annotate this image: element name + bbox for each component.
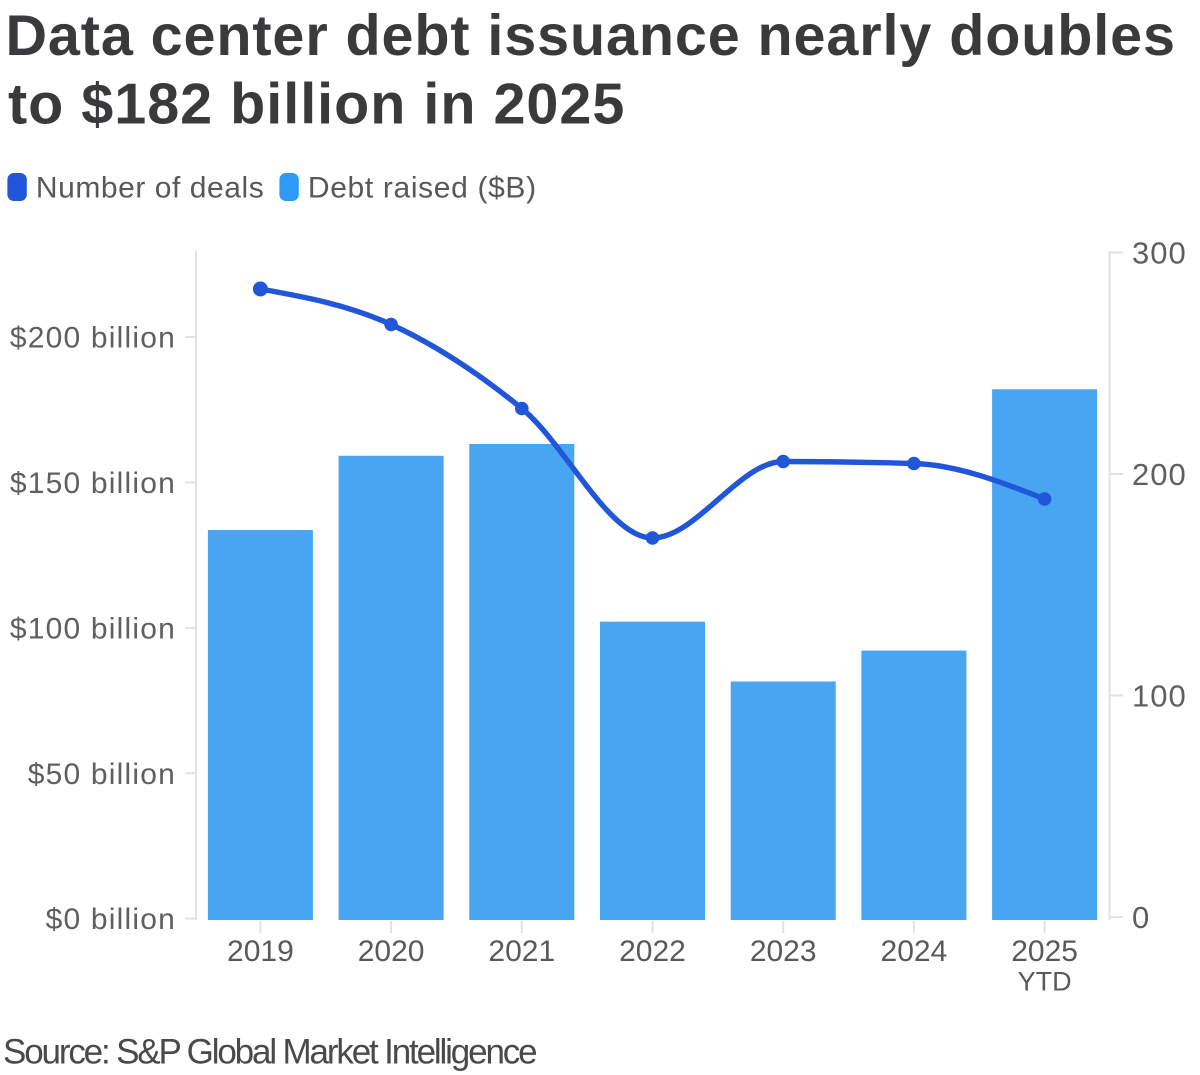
svg-text:$150 billion: $150 billion [10,467,176,500]
svg-text:300: 300 [1132,236,1187,271]
svg-text:$200 billion: $200 billion [10,322,176,355]
svg-text:2024: 2024 [881,935,948,968]
svg-text:$50 billion: $50 billion [28,758,176,791]
svg-text:$100 billion: $100 billion [10,612,176,645]
svg-text:$0 billion: $0 billion [46,903,176,936]
svg-text:2022: 2022 [619,935,686,968]
svg-text:2021: 2021 [488,935,555,968]
svg-text:2020: 2020 [358,935,425,968]
svg-text:Data center debt issuance near: Data center debt issuance nearly doubles [6,4,1176,68]
svg-text:Debt raised ($B): Debt raised ($B) [308,172,537,205]
svg-text:100: 100 [1132,679,1187,714]
svg-text:Source: S&P Global Market Inte: Source: S&P Global Market Intelligence [3,1033,536,1072]
svg-text:2025: 2025 [1011,935,1078,968]
svg-text:to $182 billion in 2025: to $182 billion in 2025 [8,72,625,136]
svg-text:0: 0 [1132,900,1150,935]
svg-text:Number of deals: Number of deals [36,172,264,205]
svg-text:YTD: YTD [1018,966,1072,996]
svg-text:2019: 2019 [227,935,294,968]
svg-text:2023: 2023 [750,935,817,968]
svg-text:200: 200 [1132,457,1187,492]
